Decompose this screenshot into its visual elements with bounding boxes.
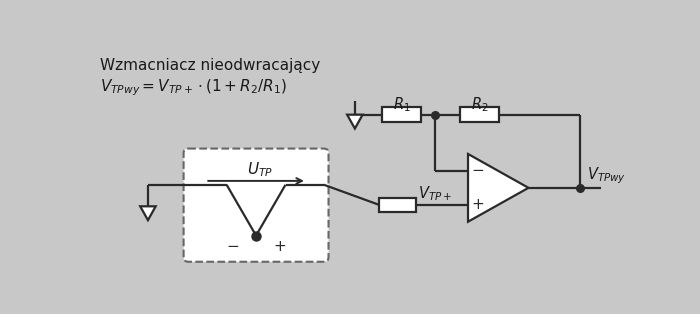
Polygon shape bbox=[347, 115, 363, 128]
Text: $R_1$: $R_1$ bbox=[393, 95, 410, 114]
Text: +: + bbox=[273, 239, 286, 254]
Text: $V_{TPwy}$: $V_{TPwy}$ bbox=[587, 165, 626, 186]
Text: $U_{TP}$: $U_{TP}$ bbox=[247, 161, 273, 180]
Bar bbox=[382, 107, 421, 122]
FancyBboxPatch shape bbox=[183, 149, 328, 262]
Text: $V_{TP+}$: $V_{TP+}$ bbox=[419, 184, 452, 203]
Bar bbox=[461, 107, 499, 122]
Polygon shape bbox=[140, 206, 155, 220]
Text: −: − bbox=[472, 163, 484, 178]
Text: Wzmacniacz nieodwracający: Wzmacniacz nieodwracający bbox=[100, 58, 320, 73]
Text: $R_2$: $R_2$ bbox=[471, 95, 489, 114]
Text: +: + bbox=[472, 197, 484, 212]
Polygon shape bbox=[468, 154, 528, 222]
Text: −: − bbox=[226, 239, 239, 254]
Text: $V_{TPwy} = V_{TP+} \cdot (1+R_2/R_1)$: $V_{TPwy} = V_{TP+} \cdot (1+R_2/R_1)$ bbox=[100, 78, 287, 98]
Bar bbox=[379, 198, 416, 212]
